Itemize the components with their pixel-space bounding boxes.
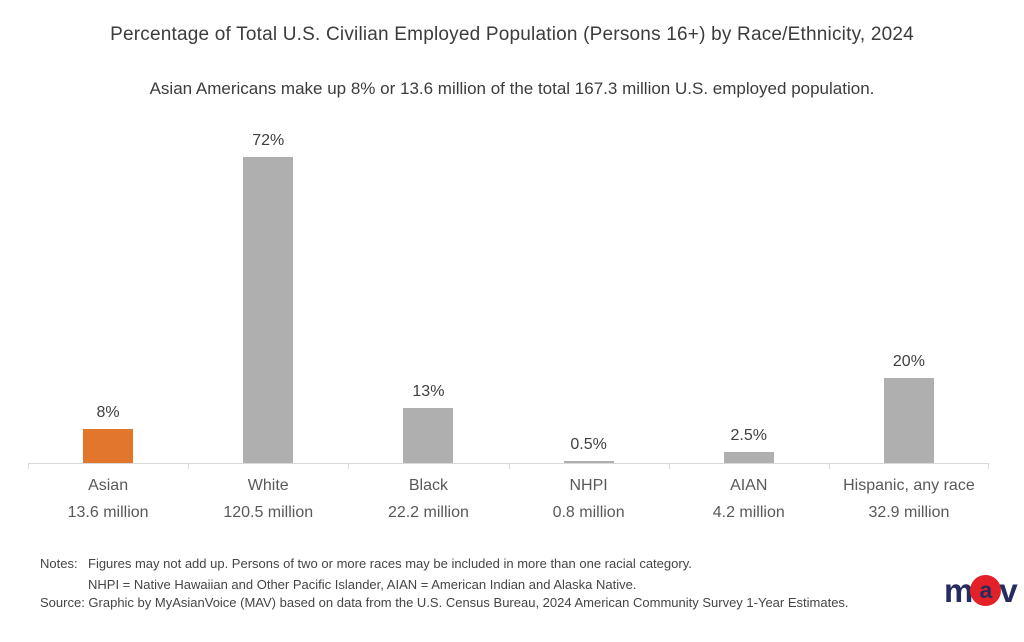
- bar-value-label-white: 72%: [252, 132, 285, 149]
- category-label-black: Black: [408, 477, 448, 494]
- category-count-nhpi: 0.8 million: [552, 504, 625, 521]
- chart-title: Percentage of Total U.S. Civilian Employ…: [110, 24, 914, 45]
- notes-line1: Figures may not add up. Persons of two o…: [88, 556, 692, 571]
- category-label-asian: Asian: [88, 477, 129, 494]
- x-axis-tick: [28, 464, 29, 469]
- bar-white: [243, 157, 294, 463]
- category-count-asian: 13.6 million: [67, 504, 149, 521]
- x-axis-tick: [668, 464, 670, 469]
- category-count-white: 120.5 million: [223, 504, 314, 521]
- bar-column-aian: 2.5% AIAN 4.2 million: [669, 120, 829, 521]
- bar-value-label-hispanic-any-race: 20%: [892, 353, 925, 370]
- bar-chart-plot: 8% Asian 13.6 million 72% White 120.5 million…: [28, 120, 989, 521]
- x-axis-tick: [348, 464, 350, 469]
- notes-block: Notes: Figures may not add up. Persons o…: [40, 553, 692, 595]
- x-axis-tick: [188, 464, 190, 469]
- bar-hispanic-any-race: [883, 378, 934, 463]
- logo-red-circle: a: [970, 575, 1002, 606]
- bar-black: [403, 408, 454, 463]
- notes-label: Notes:: [40, 556, 78, 571]
- category-label-hispanic-any-race: Hispanic, any race: [843, 477, 975, 494]
- bar-column-hispanic-any-race: 20% Hispanic, any race 32.9 million: [829, 120, 989, 521]
- logo-letter-m: m: [944, 572, 973, 609]
- category-count-hispanic-any-race: 32.9 million: [868, 504, 950, 521]
- bar-column-asian: 8% Asian 13.6 million: [28, 120, 188, 521]
- notes-line2: NHPI = Native Hawaiian and Other Pacific…: [88, 577, 637, 592]
- x-axis-tick: [828, 464, 830, 469]
- bar-value-label-black: 13%: [412, 383, 445, 400]
- category-count-black: 22.2 million: [387, 504, 469, 521]
- bar-column-nhpi: 0.5% NHPI 0.8 million: [509, 120, 669, 521]
- category-label-white: White: [247, 477, 289, 494]
- category-label-nhpi: NHPI: [569, 477, 608, 494]
- logo-letter-a: a: [979, 577, 993, 603]
- chart-subtitle: Asian Americans make up 8% or 13.6 milli…: [149, 79, 875, 98]
- bar-aian: [723, 452, 774, 463]
- category-count-aian: 4.2 million: [712, 504, 785, 521]
- mav-logo: m a v: [944, 572, 1018, 609]
- source-line: Source: Graphic by MyAsianVoice (MAV) ba…: [40, 595, 849, 610]
- bar-column-white: 72% White 120.5 million: [188, 120, 348, 521]
- x-axis-tick: [508, 464, 510, 469]
- logo-letter-v: v: [999, 572, 1017, 609]
- x-axis-line: [28, 463, 989, 464]
- bar-column-black: 13% Black 22.2 million: [348, 120, 508, 521]
- bar-value-label-asian: 8%: [96, 404, 120, 421]
- category-label-aian: AIAN: [730, 477, 768, 494]
- bar-nhpi: [563, 461, 614, 463]
- bar-asian: [83, 429, 134, 463]
- x-axis-tick: [988, 464, 989, 469]
- bar-value-label-nhpi: 0.5%: [570, 436, 607, 453]
- bar-value-label-aian: 2.5%: [730, 427, 767, 444]
